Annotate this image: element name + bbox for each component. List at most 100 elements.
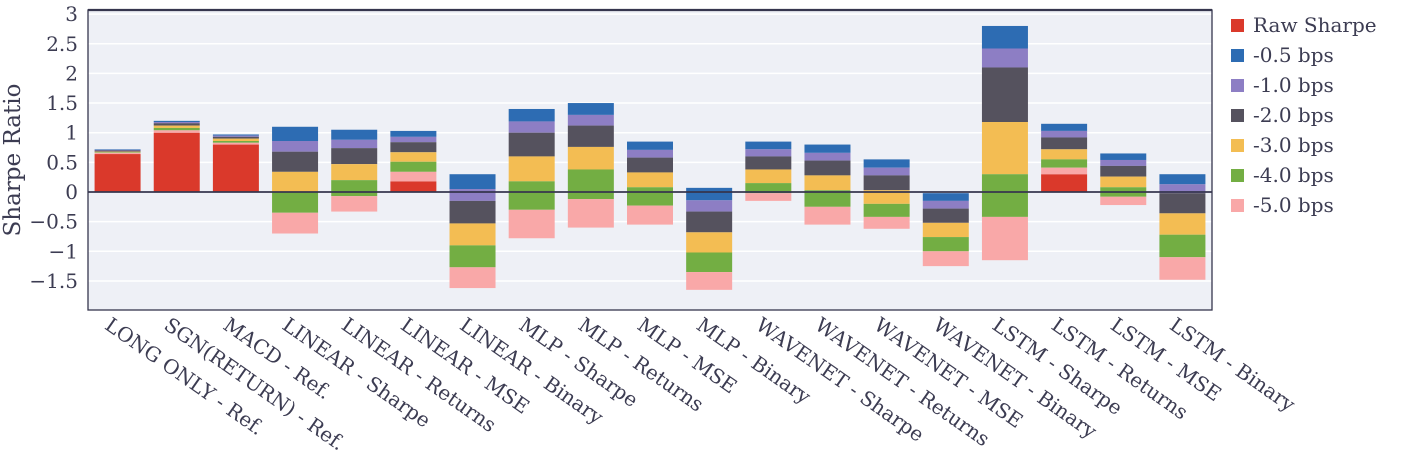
y-tick-label: 1 — [65, 121, 78, 145]
bar-segment — [981, 67, 1028, 123]
bar-segment — [1041, 123, 1088, 131]
bar-segment — [94, 152, 141, 155]
legend-label: -5.0 bps — [1253, 193, 1334, 217]
bar-segment — [1100, 176, 1147, 188]
bar-segment-raw-sharpe — [153, 132, 200, 192]
bar-segment — [922, 208, 969, 223]
bar-segment — [153, 130, 200, 133]
bar-segment — [567, 114, 614, 126]
bar-segment — [449, 200, 496, 224]
bar-segment — [212, 136, 259, 139]
bar-segment — [922, 237, 969, 252]
bar-segment — [981, 122, 1028, 175]
bar-segment — [390, 171, 437, 182]
bar-segment — [922, 193, 969, 201]
y-tick-label: 2 — [65, 61, 78, 85]
bar-segment — [863, 159, 910, 168]
legend-label: Raw Sharpe — [1253, 13, 1377, 37]
bar-segment — [745, 183, 792, 194]
bar-segment — [1041, 137, 1088, 150]
bar-segment — [627, 172, 673, 188]
bar-segment — [212, 142, 259, 145]
bar-segment — [153, 120, 200, 123]
bar-segment — [627, 141, 673, 150]
bar-segment — [508, 121, 555, 133]
bar-segment — [1041, 149, 1088, 160]
legend-swatch — [1231, 78, 1244, 92]
bar-segment — [331, 180, 378, 197]
bar-segment — [390, 136, 437, 143]
legend-item: -1.0 bps — [1231, 70, 1377, 100]
legend-swatch — [1231, 138, 1244, 152]
bar-segment — [627, 149, 673, 158]
bar-segment — [686, 252, 733, 273]
bar-segment — [567, 146, 614, 170]
bar-segment — [1100, 153, 1147, 160]
bar-segment — [331, 139, 378, 149]
bar-segment — [449, 223, 496, 246]
y-axis-title: Sharpe Ratio — [0, 84, 26, 237]
bar-segment — [212, 135, 259, 137]
bar-segment — [804, 152, 851, 161]
bar-segment — [449, 189, 496, 201]
bar-segment — [1041, 130, 1088, 138]
bar-segment — [272, 212, 319, 234]
bar-segment — [981, 25, 1028, 49]
bar-segment — [272, 171, 319, 192]
bar-segment — [508, 156, 555, 182]
y-tick-label: 0 — [65, 180, 78, 204]
bar-segment — [567, 103, 614, 115]
legend-item: -3.0 bps — [1231, 130, 1377, 160]
bar-segment — [94, 149, 141, 150]
bar-segment — [567, 199, 614, 228]
bar-segment-raw-sharpe — [390, 181, 437, 192]
bar-segment — [331, 129, 378, 140]
bar-segment — [567, 125, 614, 147]
bar-segment — [804, 190, 851, 207]
bar-segment — [94, 150, 141, 152]
legend-label: -1.0 bps — [1253, 73, 1334, 97]
bar-segment — [863, 216, 910, 229]
bar-segment — [94, 151, 141, 153]
bar-segment — [1100, 196, 1147, 206]
bar-segment — [745, 156, 792, 170]
bar-segment — [508, 209, 555, 239]
bar-segment — [567, 169, 614, 200]
bar-segment — [686, 232, 733, 253]
bar-segment — [863, 167, 910, 176]
bar-segment — [804, 160, 851, 176]
bar-segment — [331, 196, 378, 212]
bar-segment — [1100, 165, 1147, 177]
legend-label: -2.0 bps — [1253, 103, 1334, 127]
bar-segment — [272, 192, 319, 213]
bar-segment — [1159, 174, 1206, 185]
bar-segment — [212, 138, 259, 142]
bar-segment — [686, 272, 733, 290]
bar-segment — [863, 203, 910, 217]
bar-segment — [212, 141, 259, 143]
bar-segment — [449, 174, 496, 190]
bar-segment — [212, 134, 259, 136]
bar-segment — [922, 251, 969, 267]
y-tick-label: −0.5 — [29, 210, 78, 234]
bar-segment — [804, 175, 851, 191]
bar-segment — [94, 149, 141, 151]
bar-segment — [1100, 159, 1147, 166]
bar-segment — [508, 181, 555, 210]
bar-segment — [981, 216, 1028, 261]
bar-segment — [390, 161, 437, 172]
bar-segment — [331, 164, 378, 181]
legend-swatch — [1231, 108, 1244, 122]
y-tick-label: 1.5 — [46, 91, 78, 115]
legend-swatch — [1231, 198, 1244, 212]
legend-label: -4.0 bps — [1253, 163, 1334, 187]
bar-segment — [1159, 184, 1206, 194]
bar-segment — [922, 200, 969, 209]
bar-segment — [449, 267, 496, 289]
bar-segment — [153, 123, 200, 126]
bar-segment — [1159, 193, 1206, 214]
legend-item: -4.0 bps — [1231, 160, 1377, 190]
y-tick-label: 3 — [65, 2, 78, 26]
legend-swatch — [1231, 18, 1244, 32]
